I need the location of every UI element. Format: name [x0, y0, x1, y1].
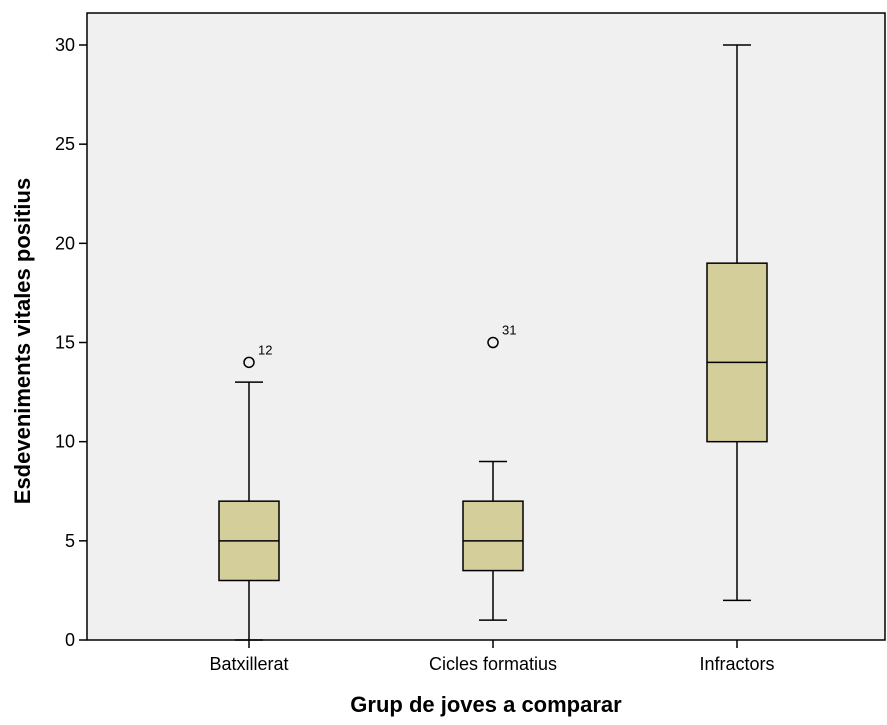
y-tick-label: 25: [55, 134, 75, 154]
y-tick-label: 15: [55, 333, 75, 353]
x-tick-label: Cicles formatius: [429, 654, 557, 674]
box-iqr: [462, 500, 524, 572]
box-group-3: [706, 44, 768, 602]
box-group-2: 31: [462, 323, 524, 621]
y-tick-label: 0: [65, 630, 75, 650]
x-tick-label: Batxillerat: [209, 654, 288, 674]
x-tick-label: Infractors: [699, 654, 774, 674]
x-axis: Batxillerat Cicles formatius Infractors: [209, 640, 775, 674]
outlier-point: [243, 356, 255, 369]
y-axis: 0 5 10 15 20 25 30: [55, 35, 87, 650]
x-axis-title: Grup de joves a comparar: [350, 692, 622, 717]
y-axis-title: Esdeveniments vitales positius: [10, 178, 35, 504]
outlier-label: 31: [502, 323, 516, 338]
box-iqr: [706, 262, 768, 443]
y-tick-label: 5: [65, 531, 75, 551]
boxes-layer: 12 31: [218, 44, 768, 641]
outlier-label: 12: [258, 342, 272, 357]
y-tick-label: 30: [55, 35, 75, 55]
y-tick-label: 20: [55, 233, 75, 253]
box-group-1: 12: [218, 342, 280, 641]
y-tick-label: 10: [55, 432, 75, 452]
outlier-point: [487, 336, 499, 349]
